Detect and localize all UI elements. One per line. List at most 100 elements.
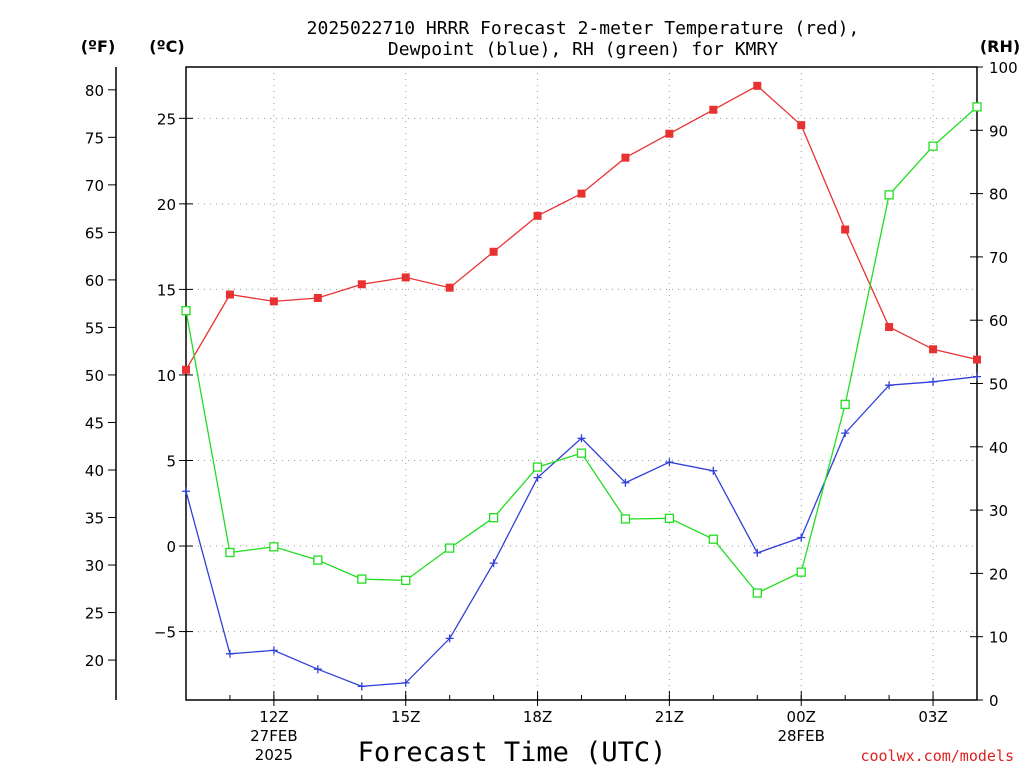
dewpoint-point	[753, 548, 762, 557]
rh-tick-label: 50	[989, 376, 1008, 394]
fahrenheit-tick-label: 35	[85, 510, 104, 528]
relative-humidity-point	[488, 513, 499, 523]
fahrenheit-tick-label: 55	[85, 319, 104, 337]
fahrenheit-axis-label: (ºF)	[81, 37, 116, 56]
celsius-tick-label: 5	[166, 452, 176, 470]
temperature-point	[797, 121, 806, 130]
fahrenheit-tick-label: 25	[85, 605, 104, 623]
tick-labels: 20253035404550556065707580−5051015202501…	[85, 59, 1018, 764]
x-tick-label: 00Z	[787, 708, 816, 726]
temperature-point	[225, 290, 234, 299]
dewpoint-point	[709, 466, 718, 475]
dewpoint-point	[489, 559, 498, 568]
temperature-point	[357, 280, 366, 289]
celsius-tick-label: 0	[166, 538, 176, 556]
relative-humidity-point	[796, 567, 806, 577]
dewpoint-point	[973, 372, 981, 381]
x-tick-date-label: 28FEB	[777, 727, 824, 745]
celsius-tick-label: 10	[157, 367, 176, 385]
dewpoint-point	[445, 634, 454, 643]
fahrenheit-tick-label: 45	[85, 414, 104, 432]
grid	[186, 67, 977, 700]
watermark: coolwx.com/models	[860, 747, 1014, 765]
chart-title-line1: 2025022710 HRRR Forecast 2-meter Tempera…	[307, 18, 860, 39]
celsius-tick-label: 15	[157, 281, 176, 299]
x-tick-label: 12Z	[259, 708, 288, 726]
x-axis-title: Forecast Time (UTC)	[358, 737, 667, 768]
temperature-point	[621, 153, 630, 162]
dewpoint-point	[577, 434, 586, 443]
temperature-point	[401, 273, 410, 282]
rh-tick-label: 80	[989, 186, 1008, 204]
dewpoint-point	[313, 665, 322, 674]
relative-humidity-point	[225, 547, 235, 558]
relative-humidity-point	[313, 555, 323, 565]
relative-humidity-point	[664, 513, 675, 523]
temperature-point	[269, 297, 278, 306]
relative-humidity-line	[185, 106, 978, 594]
x-tick-date-label: 27FEB	[250, 727, 297, 745]
fahrenheit-tick-label: 75	[85, 129, 104, 147]
plot-frame	[185, 66, 978, 701]
dewpoint-point	[269, 646, 278, 655]
relative-humidity-point	[928, 141, 938, 151]
axes	[108, 66, 983, 706]
fahrenheit-tick-label: 65	[85, 224, 104, 242]
relative-humidity-point	[181, 306, 191, 316]
relative-humidity-point	[884, 190, 894, 200]
dewpoint-point	[182, 487, 190, 496]
temperature-point	[182, 365, 190, 374]
data-series	[181, 81, 982, 691]
temperature-point	[929, 345, 938, 354]
temperature-point	[313, 293, 322, 302]
celsius-tick-label: 25	[157, 110, 176, 128]
rh-tick-label: 70	[989, 249, 1008, 267]
rh-tick-label: 20	[989, 565, 1008, 583]
dewpoint-point	[225, 649, 234, 658]
dewpoint-point	[357, 682, 366, 691]
relative-humidity-point	[269, 542, 279, 552]
rh-tick-label: 40	[989, 439, 1008, 457]
relative-humidity-point	[620, 514, 631, 524]
temperature-point	[445, 283, 454, 292]
relative-humidity-point	[708, 534, 718, 544]
dewpoint-line	[185, 376, 978, 687]
relative-humidity-point	[532, 462, 543, 472]
relative-humidity-point	[972, 102, 982, 112]
relative-humidity-point	[357, 574, 367, 584]
x-tick-label: 15Z	[391, 708, 420, 726]
rh-tick-label: 10	[989, 629, 1008, 647]
rh-tick-label: 100	[989, 59, 1018, 77]
rh-tick-label: 90	[989, 122, 1008, 140]
temperature-line	[185, 85, 978, 371]
dewpoint-point	[841, 429, 850, 438]
fahrenheit-tick-label: 50	[85, 367, 104, 385]
fahrenheit-tick-label: 60	[85, 272, 104, 290]
fahrenheit-tick-label: 30	[85, 557, 104, 575]
temperature-point	[577, 189, 586, 198]
celsius-tick-label: −5	[154, 624, 176, 642]
rh-tick-label: 30	[989, 502, 1008, 520]
dewpoint-point	[797, 533, 806, 542]
celsius-tick-label: 20	[157, 196, 176, 214]
temperature-point	[841, 225, 850, 234]
temperature-point	[973, 355, 981, 364]
rh-tick-label: 0	[989, 692, 999, 710]
temperature-point	[753, 81, 762, 90]
temperature-point	[885, 323, 894, 332]
chart-title-line2: Dewpoint (blue), RH (green) for KMRY	[388, 39, 778, 60]
relative-humidity-point	[576, 448, 587, 458]
fahrenheit-tick-label: 80	[85, 82, 104, 100]
dewpoint-point	[621, 478, 630, 487]
rh-tick-label: 60	[989, 312, 1008, 330]
x-tick-year-label: 2025	[255, 746, 293, 764]
temperature-point	[489, 247, 498, 256]
fahrenheit-tick-label: 40	[85, 462, 104, 480]
relative-humidity-point	[445, 543, 455, 553]
x-tick-label: 21Z	[655, 708, 684, 726]
relative-humidity-point	[752, 588, 762, 598]
rh-axis-label: (RH)	[980, 37, 1020, 56]
temperature-point	[709, 105, 718, 114]
relative-humidity-point	[840, 399, 850, 410]
